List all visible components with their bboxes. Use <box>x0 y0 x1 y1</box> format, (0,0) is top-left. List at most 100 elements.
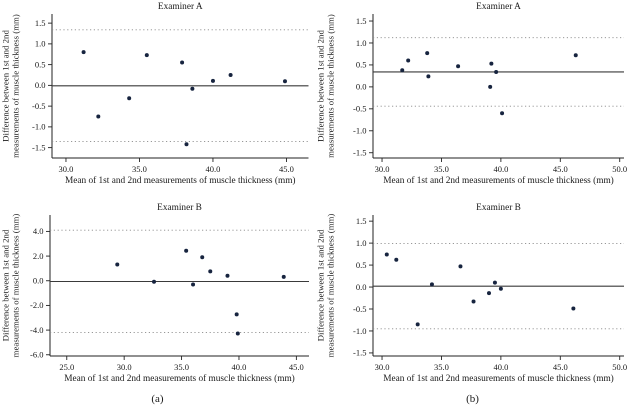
panel-examiner-a-left: Examiner A Difference between 1st and 2nd… <box>0 0 315 200</box>
x-tick-label: 30.0 <box>59 164 74 174</box>
y-axis-label-line-2: measurements of muscle thickness (mm) <box>11 14 21 158</box>
y-tick-label: -1.0 <box>32 122 45 132</box>
y-tick-label: -0.5 <box>353 104 366 114</box>
data-point <box>228 73 233 78</box>
data-point <box>208 269 213 274</box>
x-tick-label: 30.0 <box>375 164 390 174</box>
y-tick-label: -0.5 <box>32 101 45 111</box>
data-point <box>115 262 120 267</box>
y-tick-label: -1.0 <box>353 126 366 136</box>
data-point <box>127 96 132 101</box>
data-point <box>489 61 494 66</box>
panel-title: Examiner A <box>158 2 203 12</box>
data-point <box>426 74 431 79</box>
x-axis-label: Mean of 1st and 2nd measurements of musc… <box>64 373 295 384</box>
x-tick-label: 45.0 <box>279 164 294 174</box>
panel-examiner-a-right: Examiner A Difference between 1st and 2nd… <box>315 0 630 200</box>
data-point <box>225 273 230 278</box>
panel-title: Examiner B <box>157 203 202 213</box>
y-tick-label: 0.0 <box>35 80 46 90</box>
data-point <box>184 142 189 147</box>
x-tick-label: 45.0 <box>289 362 304 372</box>
x-tick-label: 45.0 <box>553 164 568 174</box>
data-point <box>415 322 420 327</box>
data-point <box>471 299 476 304</box>
data-point <box>394 257 399 262</box>
x-tick-label: 40.0 <box>493 164 508 174</box>
data-point <box>184 248 189 253</box>
y-tick-label: 4.0 <box>33 226 44 236</box>
data-point <box>571 306 576 311</box>
y-axis-label-line-2: measurements of muscle thickness (mm) <box>11 214 21 358</box>
x-tick-label: 50.0 <box>612 362 627 372</box>
data-point <box>486 291 491 296</box>
data-point <box>498 286 503 291</box>
data-point <box>488 84 493 89</box>
data-point <box>96 114 101 119</box>
data-point <box>210 78 215 83</box>
data-point <box>281 274 286 279</box>
y-tick-label: 1.5 <box>35 18 46 28</box>
data-point <box>190 86 195 91</box>
y-tick-label: 0.0 <box>33 276 44 286</box>
y-tick-label: -4.0 <box>30 325 43 335</box>
panel-examiner-b-right: Examiner B Difference between 1st and 2nd… <box>315 200 630 392</box>
y-tick-label: 1.0 <box>35 39 46 49</box>
panel-title: Examiner B <box>476 203 521 213</box>
x-tick-label: 35.0 <box>434 164 449 174</box>
y-tick-label: 1.5 <box>356 16 367 26</box>
y-axis-label-line-1: Difference between 1st and 2nd <box>1 30 11 142</box>
y-axis-label-line-2: measurements of muscle thickness (mm) <box>326 214 336 358</box>
y-tick-label: 0.5 <box>356 60 367 70</box>
data-point <box>282 79 287 84</box>
data-point <box>200 255 205 260</box>
x-tick-label: 40.0 <box>493 362 508 372</box>
data-point <box>235 331 240 336</box>
data-point <box>406 58 411 63</box>
bland-altman-plot-examiner-a-panel-b: Examiner A Difference between 1st and 2nd… <box>316 2 628 186</box>
y-tick-label: -1.5 <box>353 148 366 158</box>
x-tick-label: 25.0 <box>59 362 74 372</box>
caption-b: (b) <box>466 393 479 405</box>
y-tick-label: 2.0 <box>33 251 44 261</box>
y-tick-label: 1.0 <box>356 38 367 48</box>
y-tick-label: 0.0 <box>356 282 367 292</box>
data-point <box>191 282 196 287</box>
panel-title: Examiner A <box>476 2 521 12</box>
x-tick-label: 40.0 <box>232 362 247 372</box>
data-point <box>456 64 461 69</box>
data-point <box>81 50 86 55</box>
data-point <box>384 252 389 257</box>
data-point <box>573 53 578 58</box>
x-tick-label: 35.0 <box>174 362 189 372</box>
data-point <box>494 69 499 74</box>
y-tick-label: 1.5 <box>356 216 367 226</box>
y-tick-label: -6.0 <box>30 350 43 360</box>
x-tick-label: 35.0 <box>132 164 147 174</box>
y-axis-label-line-2: measurements of muscle thickness (mm) <box>326 14 336 158</box>
data-point <box>180 60 185 65</box>
y-tick-label: -1.5 <box>353 348 366 358</box>
y-axis-label-line-1: Difference between 1st and 2nd <box>1 229 11 341</box>
y-axis-label-line-1: Difference between 1st and 2nd <box>316 229 326 341</box>
y-tick-label: -2.0 <box>30 300 43 310</box>
y-tick-label: -1.0 <box>353 326 366 336</box>
y-tick-label: 0.5 <box>356 260 367 270</box>
data-point <box>400 68 405 73</box>
data-point <box>429 282 434 287</box>
x-tick-label: 30.0 <box>117 362 132 372</box>
bland-altman-plot-examiner-b-panel-b: Examiner B Difference between 1st and 2nd… <box>316 203 628 384</box>
y-tick-label: 0.0 <box>356 82 367 92</box>
y-tick-label: -1.5 <box>32 142 45 152</box>
x-axis-label: Mean of 1st and 2nd measurements of musc… <box>65 175 296 186</box>
y-tick-label: 0.5 <box>35 59 46 69</box>
data-point <box>425 51 430 56</box>
y-tick-label: 1.0 <box>356 238 367 248</box>
data-point <box>458 264 463 269</box>
bland-altman-plot-examiner-a-panel-a: Examiner A Difference between 1st and 2nd… <box>1 2 309 186</box>
y-axis-label-line-1: Difference between 1st and 2nd <box>316 30 326 142</box>
x-axis-label: Mean of 1st and 2nd measurements of musc… <box>383 373 614 384</box>
x-axis-label: Mean of 1st and 2nd measurements of musc… <box>383 175 614 186</box>
data-point <box>500 111 505 116</box>
